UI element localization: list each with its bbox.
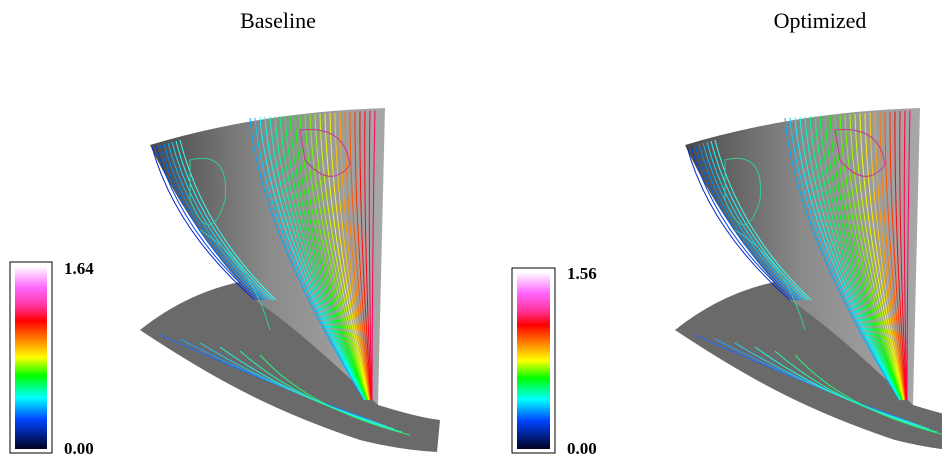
colorbar-max: 1.64 — [64, 259, 94, 278]
blade-plot — [674, 107, 942, 453]
colorbar — [15, 266, 47, 449]
panel: Optimized 1.56 0.00 — [511, 8, 942, 458]
panel-title: Optimized — [774, 8, 867, 33]
panel: Baseline 1.64 0.00 — [9, 8, 441, 458]
colorbar-min: 0.00 — [567, 439, 597, 458]
colorbar-min: 0.00 — [64, 439, 94, 458]
colorbar — [517, 272, 550, 449]
panel-title: Baseline — [240, 8, 316, 33]
blade-plot — [139, 107, 441, 453]
colorbar-max: 1.56 — [567, 264, 597, 283]
